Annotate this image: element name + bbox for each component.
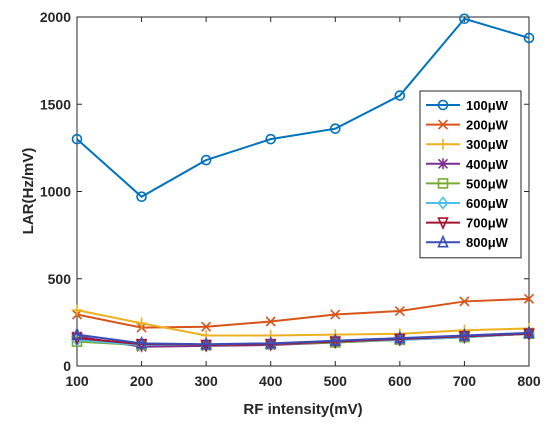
series-1 — [71, 13, 535, 203]
y-axis-label: LAR(Hz/mV) — [20, 148, 37, 235]
y-tick-label: 2000 — [40, 9, 71, 25]
legend-item: 700μW — [426, 216, 509, 231]
data-point — [71, 133, 83, 145]
data-point — [135, 335, 148, 349]
x-tick-label: 400 — [259, 373, 283, 389]
y-tick-label: 0 — [63, 358, 71, 374]
x-tick-label: 800 — [517, 373, 541, 389]
legend-label: 500μW — [466, 176, 509, 191]
x-tick-label: 700 — [453, 373, 477, 389]
x-tick-label: 100 — [65, 373, 89, 389]
legend-marker — [437, 158, 449, 170]
data-point — [201, 321, 212, 332]
legend-label: 200μW — [466, 118, 509, 133]
y-tick-label: 1500 — [40, 96, 71, 112]
legend-marker — [437, 217, 449, 231]
data-point — [265, 316, 276, 327]
x-axis-label: RF intensity(mV) — [243, 401, 362, 418]
legend-item: 600μW — [426, 196, 509, 211]
data-point — [71, 304, 83, 316]
legend-label: 400μW — [466, 157, 509, 172]
x-tick-label: 600 — [388, 373, 412, 389]
y-tick-label: 1000 — [40, 184, 71, 200]
legend-item: 400μW — [426, 157, 509, 172]
data-point — [71, 327, 83, 340]
legend-item: 100μW — [426, 98, 509, 113]
x-tick-label: 200 — [130, 373, 154, 389]
data-point — [394, 90, 406, 101]
legend-marker — [437, 138, 449, 150]
series-line — [76, 17, 530, 198]
series-layer — [71, 13, 535, 353]
legend-item: 200μW — [426, 118, 509, 133]
data-point — [458, 328, 471, 341]
legend-label: 600μW — [466, 196, 509, 211]
axis-ticks: 100 200 300 400 500 600 700 800 0 500 1000 1500 2000 — [40, 9, 541, 389]
data-point — [459, 296, 470, 307]
data-point — [265, 133, 277, 145]
series-line — [76, 309, 530, 337]
x-tick-label: 300 — [194, 373, 218, 389]
data-point — [523, 32, 535, 44]
series-line — [76, 297, 530, 329]
legend-label: 300μW — [466, 137, 509, 152]
data-point — [394, 305, 405, 317]
series-8 — [71, 325, 535, 350]
data-point — [329, 123, 341, 134]
legend-marker — [437, 99, 449, 111]
data-point — [136, 341, 148, 353]
legend-label: 800μW — [466, 235, 509, 250]
legend: 100μW 200μW 300μW 400μW 500μW 600μW 700μW 800μW — [419, 90, 522, 259]
legend-item: 300μW — [426, 137, 509, 152]
data-point — [200, 154, 212, 166]
x-tick-label: 500 — [324, 373, 348, 389]
data-point — [136, 191, 147, 203]
legend-label: 100μW — [466, 98, 509, 113]
data-point — [459, 13, 470, 25]
legend-item: 800μW — [426, 234, 509, 250]
legend-marker — [437, 119, 449, 130]
series-2 — [71, 293, 535, 333]
data-point — [329, 333, 342, 346]
legend-item: 500μW — [426, 176, 509, 191]
data-point — [394, 330, 406, 344]
legend-marker — [437, 196, 449, 210]
data-point — [523, 325, 535, 339]
legend-marker — [437, 178, 449, 189]
legend-label: 700μW — [466, 216, 509, 231]
y-tick-label: 500 — [48, 271, 72, 287]
legend-marker — [437, 234, 449, 248]
data-point — [264, 335, 277, 349]
series-line — [76, 331, 530, 346]
data-point — [200, 336, 212, 350]
data-point — [330, 309, 341, 320]
data-point — [136, 317, 148, 329]
data-point — [523, 293, 535, 304]
legend-box — [419, 90, 522, 259]
